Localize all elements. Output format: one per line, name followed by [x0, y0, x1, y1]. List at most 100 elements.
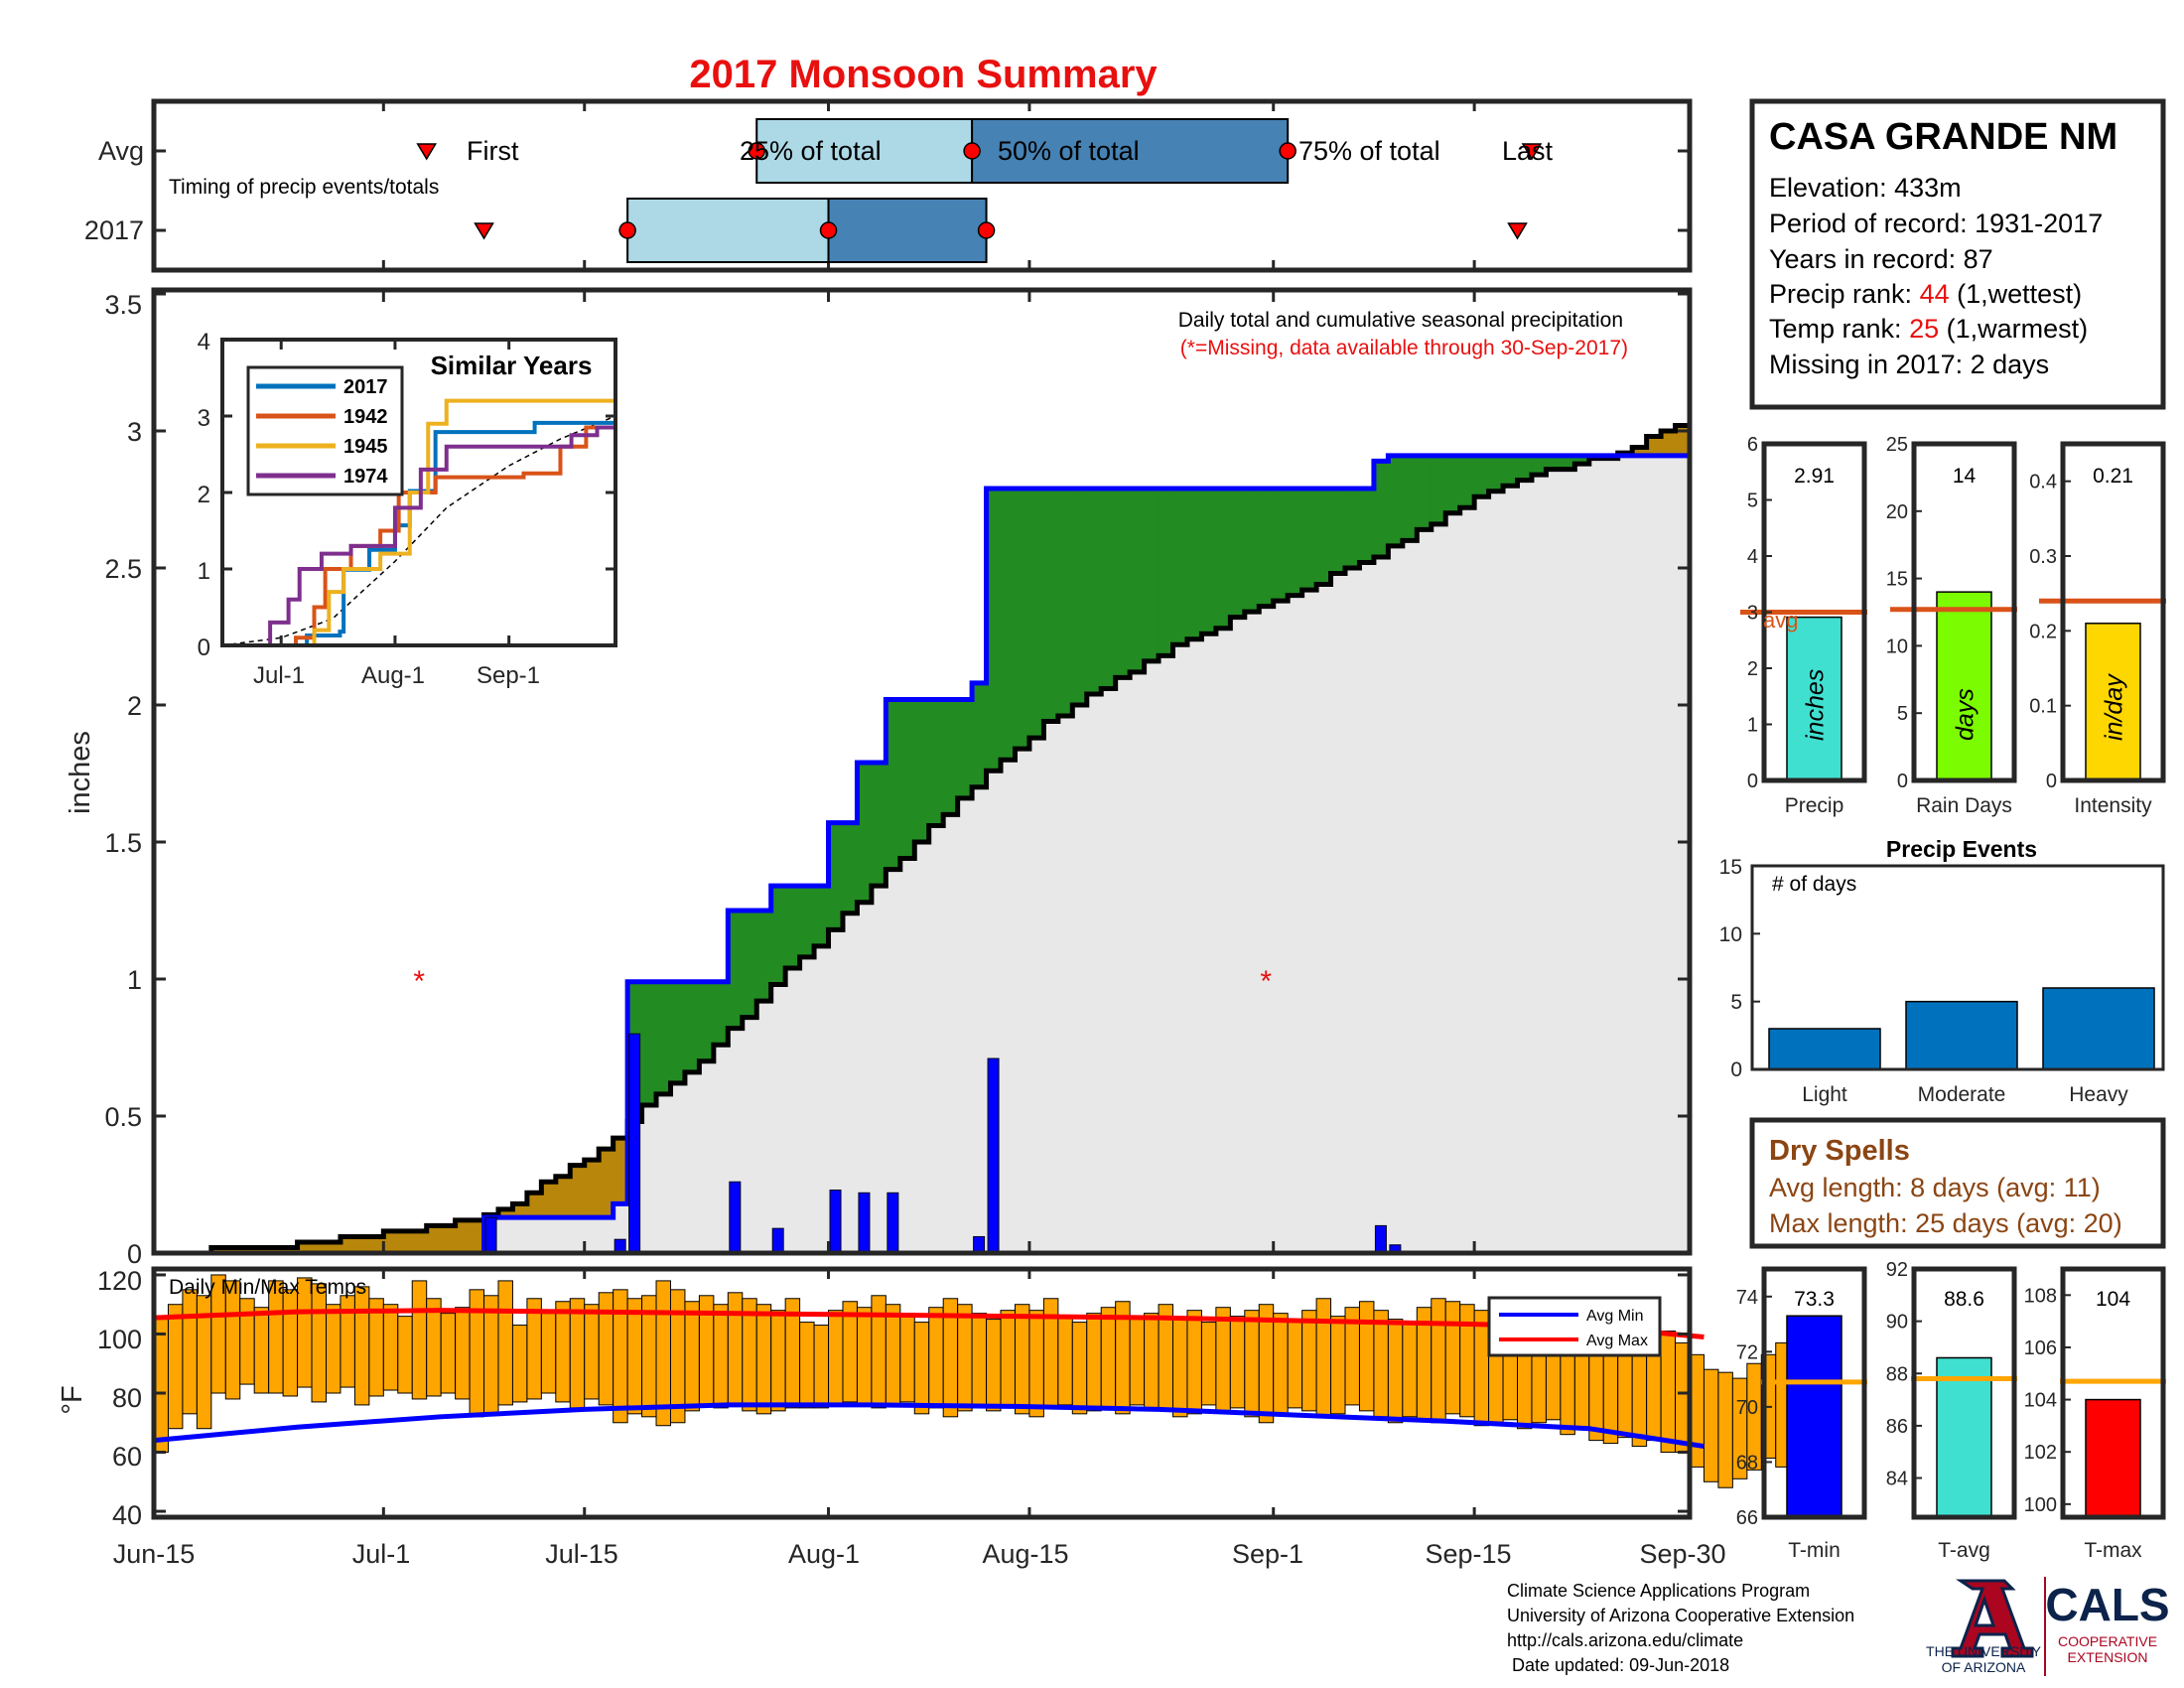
above-average-segment — [670, 981, 686, 1083]
above-average-segment — [1159, 488, 1174, 656]
timing-first-last-marker — [1507, 222, 1528, 240]
inset-frame — [220, 338, 617, 647]
inset-x-tick-label: Jul-1 — [253, 662, 305, 689]
daily-temp-range-bar — [1144, 1313, 1160, 1409]
below-average-segment — [239, 1247, 255, 1253]
above-average-segment — [1330, 488, 1346, 574]
below-average-segment — [497, 1208, 514, 1218]
below-average-segment — [397, 1230, 413, 1253]
cals-sub-line2: EXTENSION — [2068, 1649, 2148, 1665]
summary-bar-1 — [1936, 591, 1992, 781]
temp-summary-y-tick-label: 72 — [1736, 1341, 1758, 1363]
above-average-segment — [828, 822, 844, 930]
summary-category-label: Intensity — [2074, 794, 2152, 817]
above-average-segment — [1373, 461, 1389, 557]
above-average-segment — [1417, 455, 1433, 530]
below-average-segment — [426, 1225, 442, 1253]
daily-temp-range-bar — [727, 1292, 744, 1406]
above-average-segment — [1301, 488, 1317, 591]
station-temp-rank: Temp rank: 25 (1,warmest) — [1769, 314, 2088, 344]
x-tick-label: Jul-1 — [352, 1539, 411, 1569]
daily-temp-range-bar — [555, 1301, 571, 1403]
station-elevation: Elevation: 433m — [1769, 173, 1962, 203]
similar-years-inset: Similar Years 0 1 2 3 4 Jul-1 Aug-1 Sep-… — [198, 329, 617, 689]
above-average-segment — [1560, 455, 1575, 470]
university-of-arizona-logo: THE UNIVERSITY OF ARIZONA CALS COOPERATI… — [1926, 1577, 2170, 1676]
above-average-segment — [972, 682, 988, 787]
below-average-segment — [555, 1176, 571, 1218]
above-average-segment — [957, 699, 973, 798]
above-average-segment — [1273, 488, 1289, 602]
above-average-segment — [785, 886, 801, 968]
station-precip-rank: Precip rank: 44 (1,wettest) — [1769, 279, 2082, 309]
precip-avg-label: avg — [1763, 608, 1798, 633]
above-average-segment — [1215, 488, 1231, 629]
above-average-segment — [1288, 488, 1303, 596]
temp-summary-bar-t-max — [2085, 1398, 2141, 1518]
daily-temp-range-bar — [1014, 1304, 1030, 1415]
summary-y-tick-label: 0 — [1897, 771, 1908, 792]
timing-box-50-75 — [827, 198, 988, 263]
timing-percentile-marker — [748, 142, 765, 160]
summary-y-tick-label: 15 — [1886, 569, 1908, 591]
above-average-segment — [1259, 488, 1275, 607]
daily-temp-range-bar — [455, 1307, 471, 1400]
above-average-segment — [842, 822, 859, 914]
daily-temp-range-bar — [440, 1313, 457, 1394]
ua-block-a-icon — [1951, 1579, 2034, 1658]
below-average-segment — [1646, 436, 1662, 456]
above-average-segment — [1043, 488, 1059, 722]
precip-y-label: inches — [65, 731, 96, 814]
daily-temp-range-bar — [569, 1298, 586, 1409]
above-average-segment — [899, 699, 915, 859]
above-average-segment — [1402, 455, 1418, 541]
daily-temp-range-bar — [1129, 1319, 1146, 1406]
figure-title: 2017 Monsoon Summary — [689, 53, 1158, 96]
above-average-segment — [799, 886, 815, 957]
legend-label-1974: 1974 — [343, 466, 388, 488]
summary-y-tick-label: 5 — [1897, 703, 1908, 725]
daily-temp-range-bar — [799, 1322, 815, 1409]
above-average-segment — [1186, 488, 1203, 639]
dry-spells-frame — [1749, 1117, 2166, 1249]
below-average-segment — [526, 1193, 542, 1218]
station-years-label: Years in record: 87 — [1769, 244, 1993, 274]
below-average-segment — [1632, 447, 1648, 456]
above-average-segment — [1028, 488, 1044, 739]
summary-value: 14 — [1953, 465, 1977, 488]
precip-summary-bars: 0 1 2 3 4 5 6 2.91 inches Precip 0 5 10 15 20 25 14 days R… — [1740, 434, 2166, 817]
temp-summary-y-tick-label: 100 — [2024, 1494, 2057, 1516]
timing-frame — [151, 98, 1693, 273]
summary-y-tick-label: 0.4 — [2029, 472, 2057, 493]
daily-precip-bar — [729, 1181, 742, 1254]
daily-temp-range-bar — [311, 1283, 327, 1403]
summary-bar-frame — [1911, 441, 2017, 783]
summary-y-tick-label: 2 — [1747, 658, 1758, 680]
precip-event-bar-heavy — [2042, 987, 2155, 1070]
temp-summary-frame — [1911, 1266, 2017, 1520]
above-average-segment — [1101, 488, 1117, 689]
temp-rank-suffix: (1,warmest) — [1939, 314, 2088, 344]
above-average-segment — [770, 886, 786, 985]
station-elevation-label: Elevation: 433m — [1769, 173, 1962, 203]
y-tick-label: 1 — [127, 965, 142, 995]
above-average-segment — [986, 488, 1002, 772]
average-cumulative-area — [154, 414, 1690, 1253]
summary-y-tick-label: 0 — [1747, 771, 1758, 792]
temps-legend: Avg Min Avg Max — [1487, 1296, 1662, 1357]
dry-spells-avg: Avg length: 8 days (avg: 11) — [1769, 1173, 2101, 1202]
daily-temp-range-bar — [1215, 1307, 1231, 1412]
avg-max-temp-line — [153, 1308, 1705, 1339]
temp-summary-value: 88.6 — [1944, 1288, 1984, 1311]
inset-plot-area — [221, 338, 616, 647]
daily-temp-range-bar — [182, 1289, 198, 1415]
footer-line: Climate Science Applications Program — [1507, 1581, 1810, 1601]
above-average-segment — [1517, 455, 1533, 481]
above-average-segment — [1574, 455, 1590, 465]
events-title: Precip Events — [1886, 836, 2037, 862]
daily-temp-range-bar — [1703, 1368, 1719, 1482]
above-average-segment — [1144, 488, 1160, 661]
summary-y-tick-label: 0.2 — [2029, 621, 2057, 642]
station-years: Years in record: 87 — [1769, 244, 1993, 274]
temps-frame — [151, 1266, 1693, 1520]
